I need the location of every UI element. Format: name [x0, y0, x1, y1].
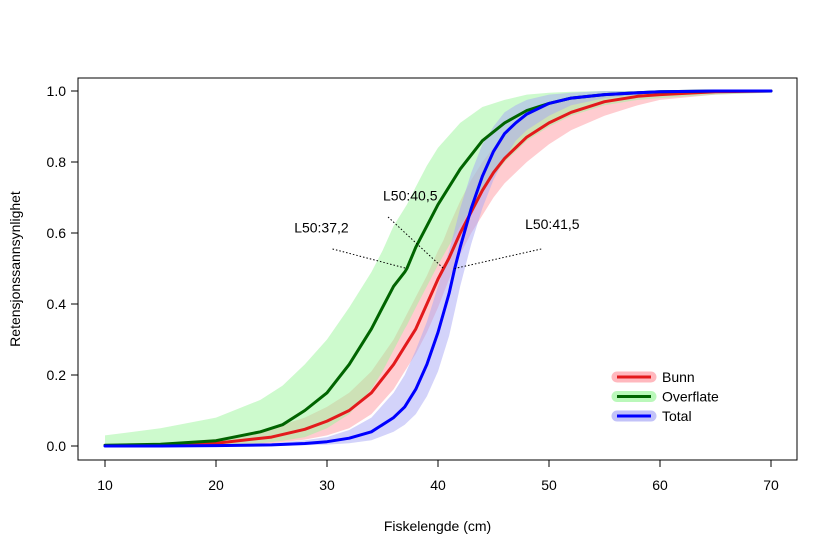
x-tick-label: 40 [430, 477, 446, 493]
annotation-label-3: L50:41,5 [525, 216, 580, 232]
annotation-label-2: L50:40,5 [383, 188, 438, 204]
y-tick-label: 0.2 [47, 367, 67, 383]
y-axis: 0.0 0.2 0.4 0.6 0.8 1.0 [47, 83, 79, 454]
x-tick-label: 70 [763, 477, 779, 493]
confidence-band-overflate [105, 91, 771, 446]
y-tick-label: 0.8 [47, 154, 67, 170]
y-tick-label: 0.4 [47, 296, 67, 312]
annotations: L50:37,2 L50:40,5 L50:41,5 [294, 188, 580, 269]
x-tick-label: 30 [319, 477, 335, 493]
series-line-bunn [103, 89, 773, 448]
legend-label-total: Total [662, 408, 692, 424]
y-tick-label: 0.6 [47, 225, 67, 241]
x-axis-title: Fiskelengde (cm) [384, 518, 491, 534]
annotation-leader-2 [387, 216, 444, 269]
confidence-bands [105, 91, 771, 446]
x-tick-label: 20 [208, 477, 224, 493]
confidence-band-bunn [105, 91, 771, 446]
x-axis: 10 20 30 40 50 60 70 [97, 459, 779, 493]
y-axis-title: Retensjonssannsynlighet [7, 191, 23, 347]
y-tick-label: 1.0 [47, 83, 67, 99]
x-tick-label: 60 [652, 477, 668, 493]
legend-label-bunn: Bunn [662, 369, 695, 385]
legend: Bunn Overflate Total [611, 369, 719, 424]
x-tick-label: 10 [97, 477, 113, 493]
annotation-leader-1 [332, 248, 408, 269]
legend-label-overflate: Overflate [662, 389, 719, 405]
x-tick-label: 50 [541, 477, 557, 493]
y-tick-label: 0.0 [47, 438, 67, 454]
annotation-leader-3 [454, 248, 542, 269]
annotation-label-1: L50:37,2 [294, 220, 349, 236]
